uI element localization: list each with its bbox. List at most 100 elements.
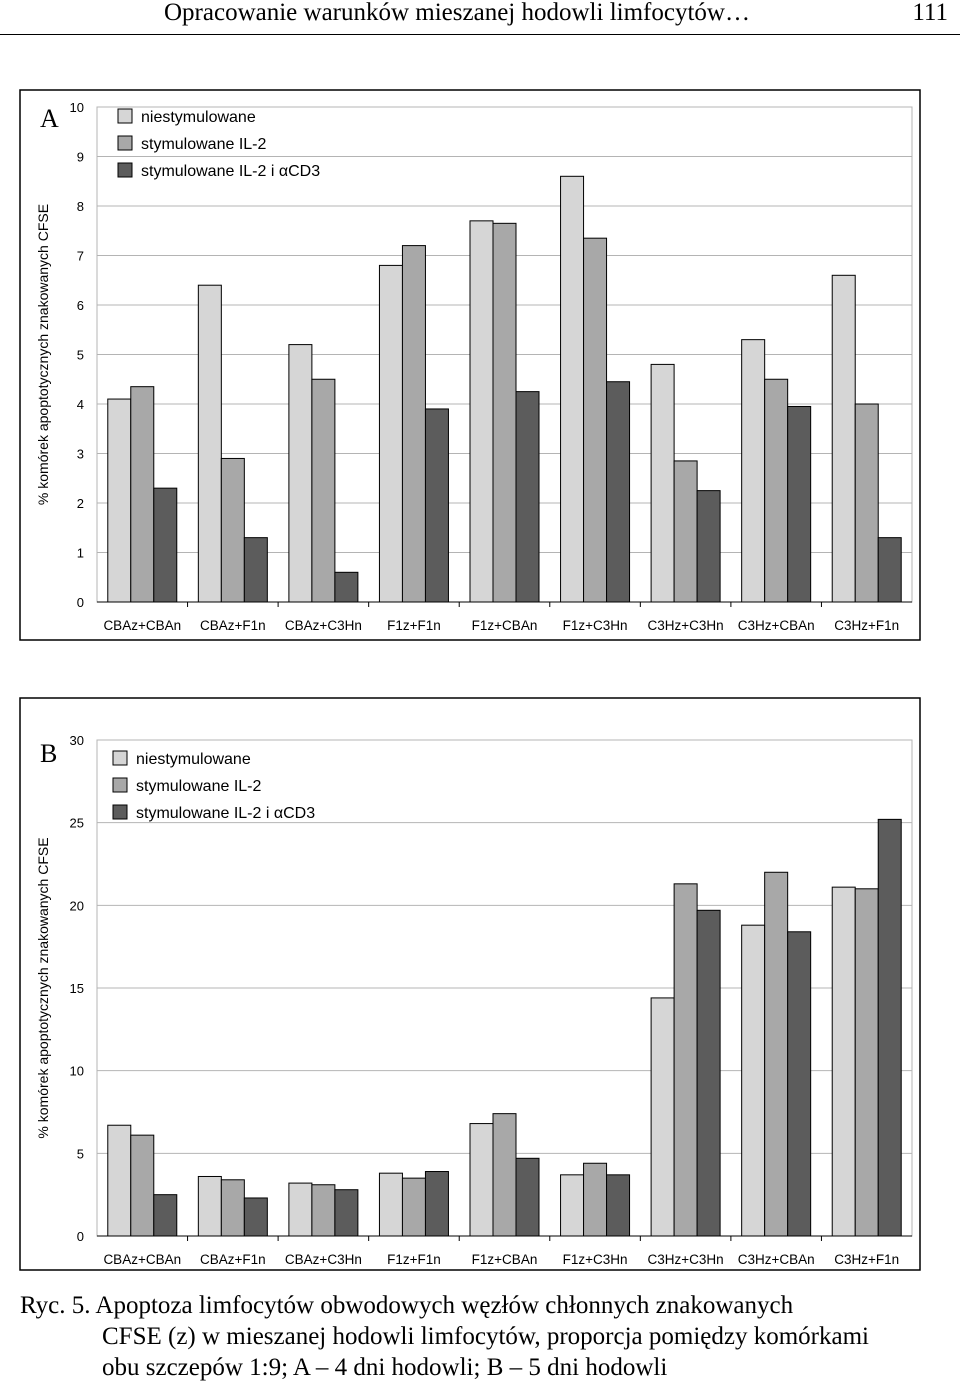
bar bbox=[877, 818, 902, 1237]
legend-label: stymulowane IL-2 i αCD3 bbox=[136, 805, 315, 822]
x-tick-label: F1z+F1n bbox=[387, 618, 441, 633]
page-header: Opracowanie warunków mieszanej hodowli l… bbox=[0, 0, 960, 35]
legend-swatch bbox=[117, 108, 133, 124]
bar bbox=[197, 284, 222, 603]
bar bbox=[764, 378, 789, 603]
bar bbox=[583, 237, 608, 603]
chart-panel-a: 0 1 2 3 4 5 6 7 8 9 10 % komórek apoptotycznych zna… bbox=[19, 89, 921, 641]
bar bbox=[877, 537, 902, 603]
running-title: Opracowanie warunków mieszanej hodowli l… bbox=[164, 0, 750, 26]
bar bbox=[854, 403, 879, 603]
caption-line-1: Ryc. 5. Apoptoza limfocytów obwodowych w… bbox=[20, 1292, 794, 1319]
y-tick-label: 4 bbox=[77, 397, 84, 412]
bar bbox=[311, 378, 336, 603]
bar bbox=[787, 405, 812, 603]
bar bbox=[197, 1175, 222, 1237]
x-tick-label: CBAz+F1n bbox=[200, 1252, 266, 1267]
x-tick-label: F1z+C3Hn bbox=[563, 1252, 628, 1267]
chart-panel-b: 0 5 10 15 20 25 30 % komórek apoptotycznych zna… bbox=[19, 697, 921, 1271]
y-tick-label: 2 bbox=[77, 496, 84, 511]
bar bbox=[469, 1123, 494, 1237]
x-tick-label: CBAz+C3Hn bbox=[285, 1252, 362, 1267]
bar bbox=[288, 344, 313, 603]
y-tick-label: 30 bbox=[70, 733, 84, 748]
bar bbox=[492, 1113, 517, 1237]
bar bbox=[130, 1134, 155, 1237]
bar bbox=[650, 363, 675, 603]
figure-caption: Ryc. 5. Apoptoza limfocytów obwodowych w… bbox=[20, 1290, 950, 1383]
bar bbox=[378, 264, 403, 603]
y-tick-label: 7 bbox=[77, 249, 84, 264]
legend-label: stymulowane IL-2 bbox=[141, 136, 266, 153]
bar bbox=[560, 1174, 585, 1237]
legend-swatch bbox=[112, 804, 128, 820]
y-tick-label: 10 bbox=[70, 1064, 84, 1079]
bar bbox=[243, 537, 268, 603]
x-tick-label: F1z+F1n bbox=[387, 1252, 441, 1267]
legend-label: niestymulowane bbox=[141, 109, 256, 126]
bar bbox=[854, 888, 879, 1237]
x-tick-label: F1z+C3Hn bbox=[563, 618, 628, 633]
bar bbox=[650, 997, 675, 1237]
y-axis-title: % komórek apoptotycznych znakowanych CFS… bbox=[35, 837, 51, 1138]
bar bbox=[130, 386, 155, 603]
y-tick-label: 5 bbox=[77, 348, 84, 363]
caption-line-2: CFSE (z) w mieszanej hodowli limfocytów,… bbox=[102, 1323, 869, 1350]
bar bbox=[401, 245, 426, 603]
legend-label: niestymulowane bbox=[136, 751, 251, 768]
bar bbox=[741, 924, 766, 1237]
bar bbox=[606, 381, 631, 603]
caption-line-3: obu szczepów 1:9; A – 4 dni hodowli; B –… bbox=[102, 1354, 668, 1381]
bar bbox=[334, 1189, 359, 1237]
bar bbox=[696, 490, 721, 603]
bar bbox=[606, 1174, 631, 1237]
bar bbox=[741, 339, 766, 603]
y-tick-label: 0 bbox=[77, 1229, 84, 1244]
bar bbox=[515, 391, 540, 603]
legend-swatch bbox=[117, 135, 133, 151]
x-tick-label: CBAz+CBAn bbox=[103, 618, 181, 633]
bar bbox=[107, 398, 132, 603]
bar bbox=[583, 1162, 608, 1237]
bar bbox=[153, 487, 178, 603]
bar bbox=[424, 408, 449, 603]
legend-swatch bbox=[112, 777, 128, 793]
legend-label: stymulowane IL-2 bbox=[136, 778, 261, 795]
bar bbox=[764, 871, 789, 1237]
x-tick-label: C3Hz+C3Hn bbox=[648, 1252, 724, 1267]
legend-swatch bbox=[112, 750, 128, 766]
x-tick-label: F1z+CBAn bbox=[472, 1252, 538, 1267]
y-axis-title: % komórek apoptotycznych znakowanych CFS… bbox=[35, 204, 51, 505]
bar bbox=[401, 1177, 426, 1237]
bar bbox=[334, 571, 359, 603]
bar bbox=[311, 1184, 336, 1237]
x-tick-label: F1z+CBAn bbox=[472, 618, 538, 633]
y-tick-label: 10 bbox=[70, 100, 84, 115]
bar bbox=[469, 220, 494, 603]
bar bbox=[288, 1182, 313, 1237]
y-tick-label: 25 bbox=[70, 816, 84, 831]
bar bbox=[153, 1194, 178, 1237]
y-tick-label: 6 bbox=[77, 298, 84, 313]
y-tick-label: 5 bbox=[77, 1146, 84, 1161]
bar bbox=[831, 274, 856, 603]
bar bbox=[560, 175, 585, 603]
bar bbox=[492, 222, 517, 603]
x-tick-label: CBAz+C3Hn bbox=[285, 618, 362, 633]
x-tick-label: CBAz+F1n bbox=[200, 618, 266, 633]
y-tick-label: 0 bbox=[77, 595, 84, 610]
bar bbox=[220, 1179, 245, 1237]
bar bbox=[673, 460, 698, 603]
y-tick-label: 8 bbox=[77, 199, 84, 214]
bar bbox=[831, 886, 856, 1237]
legend-label: stymulowane IL-2 i αCD3 bbox=[141, 163, 320, 180]
y-tick-label: 3 bbox=[77, 447, 84, 462]
bar bbox=[673, 883, 698, 1237]
y-tick-label: 1 bbox=[77, 546, 84, 561]
bar bbox=[220, 457, 245, 603]
x-tick-label: C3Hz+CBAn bbox=[738, 1252, 815, 1267]
bar bbox=[107, 1124, 132, 1237]
x-tick-label: CBAz+CBAn bbox=[103, 1252, 181, 1267]
bar bbox=[515, 1157, 540, 1237]
y-tick-label: 15 bbox=[70, 981, 84, 996]
